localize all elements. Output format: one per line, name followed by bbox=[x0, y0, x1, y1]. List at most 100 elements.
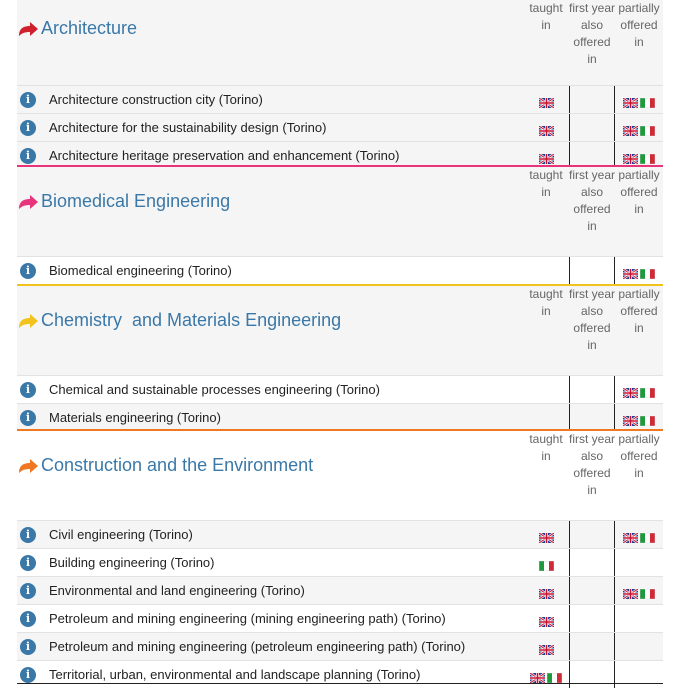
section-header: Biomedical Engineering taught in first y… bbox=[17, 167, 663, 256]
section-header: Architecture taught in first year also o… bbox=[17, 0, 663, 85]
program-link[interactable]: Architecture for the sustainability desi… bbox=[49, 120, 327, 135]
it-flag-icon bbox=[639, 586, 656, 599]
cell-taught bbox=[523, 114, 569, 141]
uk-flag-icon bbox=[622, 530, 639, 544]
cell-first-year bbox=[569, 633, 615, 660]
table-bottom-border bbox=[17, 683, 663, 684]
uk-flag-icon bbox=[622, 385, 639, 399]
program-link[interactable]: Territorial, urban, environmental and la… bbox=[49, 667, 421, 682]
uk-flag-icon bbox=[537, 95, 555, 109]
cell-partially bbox=[615, 521, 663, 548]
cell-first-year bbox=[569, 376, 615, 403]
info-icon[interactable]: i bbox=[20, 526, 36, 543]
info-icon[interactable]: i bbox=[20, 638, 36, 655]
info-icon[interactable]: i bbox=[20, 610, 36, 627]
cell-partially bbox=[615, 549, 663, 576]
table-row: i Biomedical engineering (Torino) bbox=[17, 256, 663, 284]
section-title[interactable]: Biomedical Engineering bbox=[17, 191, 230, 212]
section-title-text: Chemistry and Materials Engineering bbox=[41, 310, 342, 330]
uk-flag-icon bbox=[529, 670, 546, 684]
col-first-year: first year also offered in bbox=[569, 168, 616, 233]
cell-partially bbox=[615, 86, 663, 113]
info-icon[interactable]: i bbox=[20, 381, 36, 398]
table-row: i Building engineering (Torino) bbox=[17, 548, 663, 576]
cell-first-year bbox=[569, 404, 615, 431]
uk-flag-icon bbox=[622, 95, 639, 109]
col-first-year: first year also offered in bbox=[569, 287, 616, 352]
info-icon[interactable]: i bbox=[20, 554, 36, 571]
it-flag-icon bbox=[546, 670, 563, 683]
section-biomedical: Biomedical Engineering taught in first y… bbox=[17, 167, 663, 284]
cell-first-year bbox=[569, 257, 615, 284]
program-link[interactable]: Architecture construction city (Torino) bbox=[49, 92, 263, 107]
table-row: i Petroleum and mining engineering (mini… bbox=[17, 604, 663, 632]
section-title-text: Architecture bbox=[41, 18, 138, 38]
arrow-right-icon bbox=[19, 313, 38, 328]
info-icon[interactable]: i bbox=[20, 666, 36, 683]
cell-taught bbox=[523, 86, 569, 113]
program-link[interactable]: Biomedical engineering (Torino) bbox=[49, 263, 232, 278]
table-row: i Environmental and land engineering (To… bbox=[17, 576, 663, 604]
col-partially: partially offered in bbox=[618, 168, 660, 216]
it-flag-icon bbox=[639, 413, 656, 426]
it-flag-icon bbox=[639, 266, 656, 279]
section-header: Construction and the Environment taught … bbox=[17, 431, 663, 520]
arrow-right-icon bbox=[19, 458, 38, 473]
program-link[interactable]: Petroleum and mining engineering (mining… bbox=[49, 611, 446, 626]
col-taught-in: taught in bbox=[529, 432, 563, 463]
section-header: Chemistry and Materials Engineering taug… bbox=[17, 286, 663, 375]
table-row: i Architecture construction city (Torino… bbox=[17, 85, 663, 113]
cell-taught bbox=[523, 577, 569, 604]
col-taught-in: taught in bbox=[529, 1, 563, 32]
section-title[interactable]: Construction and the Environment bbox=[17, 455, 313, 476]
info-icon[interactable]: i bbox=[20, 147, 36, 164]
uk-flag-icon bbox=[537, 530, 555, 544]
info-icon[interactable]: i bbox=[20, 262, 36, 279]
arrow-right-icon bbox=[19, 194, 38, 209]
cell-taught bbox=[523, 549, 569, 576]
program-link[interactable]: Environmental and land engineering (Tori… bbox=[49, 583, 305, 598]
uk-flag-icon bbox=[537, 614, 555, 628]
it-flag-icon bbox=[538, 558, 554, 571]
cell-first-year bbox=[569, 577, 615, 604]
col-partially: partially offered in bbox=[618, 432, 660, 480]
cell-partially bbox=[615, 114, 663, 141]
program-link[interactable]: Petroleum and mining engineering (petrol… bbox=[49, 639, 466, 654]
cell-taught bbox=[523, 376, 569, 403]
section-divider bbox=[17, 165, 663, 167]
cell-partially bbox=[615, 605, 663, 632]
section-title[interactable]: Architecture bbox=[17, 18, 137, 39]
cell-first-year bbox=[569, 114, 615, 141]
program-link[interactable]: Chemical and sustainable processes engin… bbox=[49, 382, 380, 397]
table-row: i Architecture for the sustainability de… bbox=[17, 113, 663, 141]
program-link[interactable]: Civil engineering (Torino) bbox=[49, 527, 193, 542]
uk-flag-icon bbox=[622, 266, 639, 280]
cell-partially bbox=[615, 257, 663, 284]
it-flag-icon bbox=[639, 95, 656, 108]
uk-flag-icon bbox=[622, 413, 639, 427]
info-icon[interactable]: i bbox=[20, 582, 36, 599]
uk-flag-icon bbox=[622, 151, 639, 165]
section-divider bbox=[17, 284, 663, 286]
info-icon[interactable]: i bbox=[20, 119, 36, 136]
col-taught-in: taught in bbox=[529, 287, 563, 318]
info-icon[interactable]: i bbox=[20, 91, 36, 108]
uk-flag-icon bbox=[537, 123, 555, 137]
table-row: i Civil engineering (Torino) bbox=[17, 520, 663, 548]
cell-partially bbox=[615, 404, 663, 431]
program-link[interactable]: Building engineering (Torino) bbox=[49, 555, 215, 570]
cell-taught bbox=[523, 521, 569, 548]
cell-first-year bbox=[569, 142, 615, 169]
program-link[interactable]: Materials engineering (Torino) bbox=[49, 410, 221, 425]
cell-taught bbox=[523, 257, 569, 284]
cell-first-year bbox=[569, 86, 615, 113]
section-divider bbox=[17, 429, 663, 431]
program-link[interactable]: Architecture heritage preservation and e… bbox=[49, 148, 400, 163]
it-flag-icon bbox=[639, 151, 656, 164]
table-row: i Chemical and sustainable processes eng… bbox=[17, 375, 663, 403]
cell-first-year bbox=[569, 549, 615, 576]
col-partially: partially offered in bbox=[618, 1, 660, 49]
info-icon[interactable]: i bbox=[20, 409, 36, 426]
col-partially: partially offered in bbox=[618, 287, 660, 335]
section-title[interactable]: Chemistry and Materials Engineering bbox=[17, 310, 341, 331]
